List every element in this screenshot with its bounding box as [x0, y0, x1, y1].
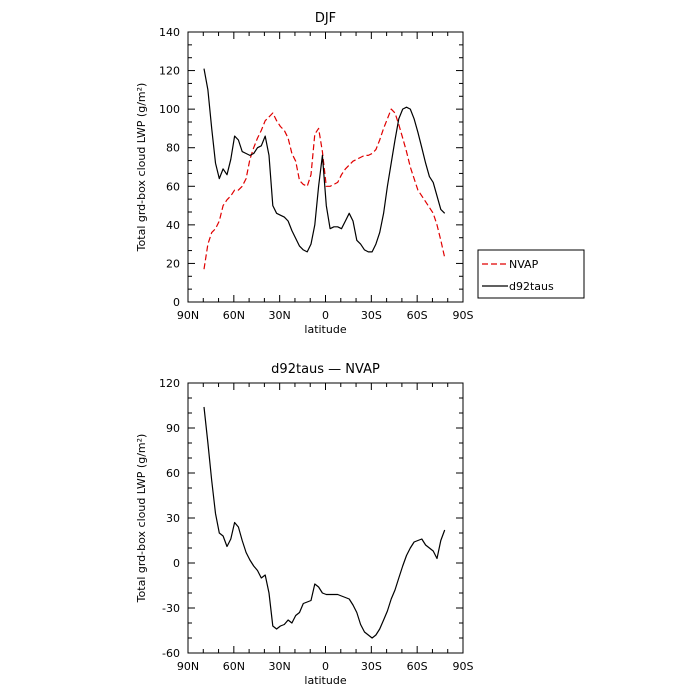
x-tick-label: 60S: [407, 309, 428, 322]
series-line-d92taus: [203, 68, 446, 253]
y-axis-label: Total grd-box cloud LWP (g/m²): [135, 83, 148, 253]
x-tick-label: 30N: [269, 309, 291, 322]
legend-label-nvap: NVAP: [509, 258, 539, 271]
plot-frame-2: [187, 382, 464, 654]
y-tick-label: 120: [159, 65, 180, 78]
y-tick-label: 80: [166, 142, 180, 155]
series-line-difference: [203, 406, 446, 639]
y-tick-label: 120: [159, 377, 180, 390]
legend-box: [477, 249, 585, 299]
x-tick-label: 90S: [453, 309, 474, 322]
x-tick-label: 0: [322, 660, 329, 673]
x-tick-label: 60S: [407, 660, 428, 673]
x-tick-label: 60N: [223, 309, 245, 322]
x-tick-label: 0: [322, 309, 329, 322]
y-axis-label: Total grd-box cloud LWP (g/m²): [135, 434, 148, 604]
legend-label-d92taus: d92taus: [509, 280, 554, 293]
y-tick-label: 60: [166, 467, 180, 480]
y-tick-label: 30: [166, 512, 180, 525]
y-tick-label: 0: [173, 557, 180, 570]
x-tick-label: 30S: [361, 309, 382, 322]
chart-title-2: d92taus — NVAP: [271, 362, 380, 377]
y-tick-label: 20: [166, 257, 180, 270]
y-tick-label: 60: [166, 180, 180, 193]
x-tick-label: 90N: [177, 309, 199, 322]
y-tick-label: 0: [173, 296, 180, 309]
chart-title-1: DJF: [315, 11, 336, 26]
y-tick-label: 140: [159, 26, 180, 39]
x-axis-label: latitude: [304, 674, 346, 687]
x-axis-label: latitude: [304, 323, 346, 336]
y-tick-label: -30: [162, 602, 180, 615]
y-tick-label: 40: [166, 219, 180, 232]
x-tick-label: 60N: [223, 660, 245, 673]
y-tick-label: -60: [162, 647, 180, 660]
x-tick-label: 90S: [453, 660, 474, 673]
y-tick-label: 100: [159, 103, 180, 116]
x-tick-label: 30N: [269, 660, 291, 673]
x-tick-label: 30S: [361, 660, 382, 673]
series-line-nvap: [203, 108, 446, 270]
x-tick-label: 90N: [177, 660, 199, 673]
y-tick-label: 90: [166, 422, 180, 435]
